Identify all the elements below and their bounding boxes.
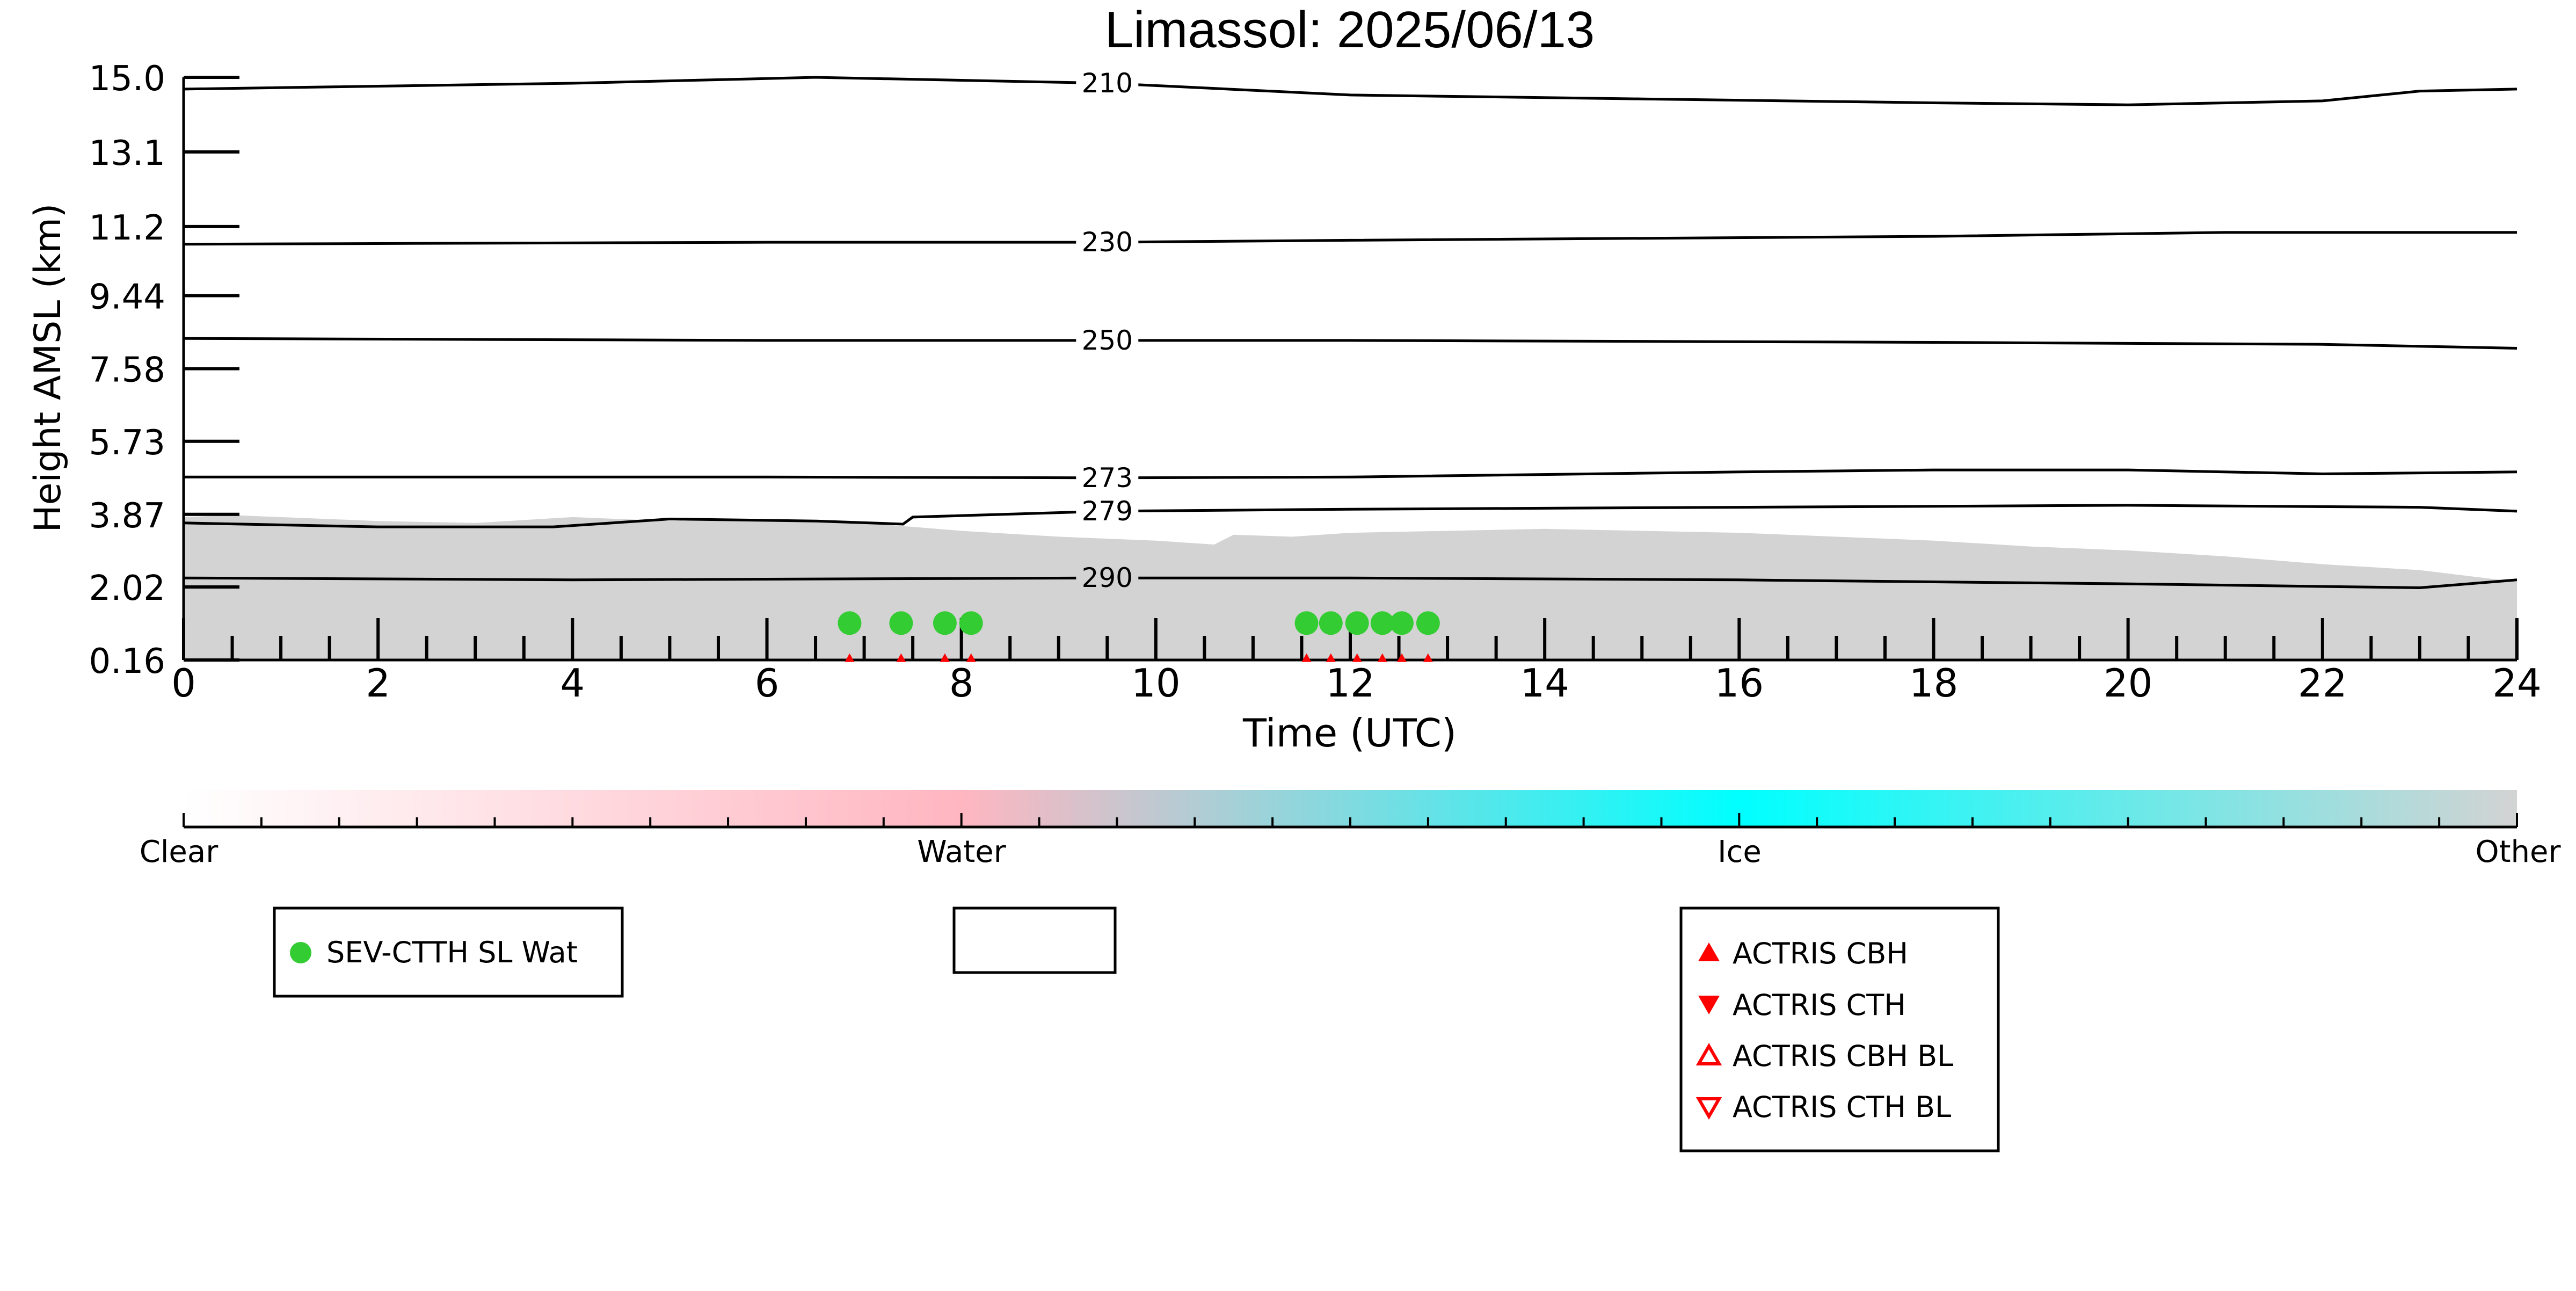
point-sev-ctth (1416, 611, 1440, 635)
isotherm-label-bg-279 (1076, 497, 1139, 525)
point-sev-ctth (1345, 611, 1369, 635)
legend-empty-frame (952, 906, 1117, 974)
x-tick-label: 0 (171, 661, 196, 706)
legend-label-actris-cbh-bl: ACTRIS CBH BL (1733, 1039, 1953, 1073)
legend-marker-actris-cbh-bl (1695, 1042, 1722, 1065)
legend-marker-actris-cth (1698, 996, 1720, 1014)
point-sev-ctth (1389, 611, 1414, 635)
point-sev-ctth (889, 611, 913, 635)
legend-sev-frame (273, 906, 624, 998)
point-sev-ctth (1319, 611, 1343, 635)
point-sev-ctth (1370, 611, 1394, 635)
point-sev-ctth (1294, 611, 1319, 635)
point-actris-cbh (1301, 653, 1312, 662)
chart-title: Limassol: 2025/06/13 (1105, 1, 1595, 59)
point-actris-cbh (1326, 653, 1336, 662)
point-sev-ctth (959, 611, 983, 635)
isotherm-line-250 (183, 337, 2517, 350)
point-sev-ctth (933, 611, 957, 635)
legend-marker-sev-ctth (290, 942, 311, 963)
legend-sev: SEV-CTTH SL Wat (273, 906, 624, 998)
isotherm-label-230: 230 (1082, 227, 1133, 258)
colorbar: Clear Water Ice Other (140, 790, 2561, 869)
legend-label-actris-cth-bl: ACTRIS CTH BL (1733, 1090, 1951, 1124)
legend-actris-frame (1679, 906, 2000, 1152)
y-tick-label: 9.44 (89, 278, 166, 317)
x-tick-label: 22 (2298, 661, 2347, 706)
isotherm-line-210 (183, 76, 2517, 106)
isotherm-line-290 (183, 576, 2517, 590)
legend-actris: ACTRIS CBH ACTRIS CTH ACTRIS CBH BL ACTR… (1679, 906, 2000, 1152)
x-tick-label: 14 (1520, 661, 1569, 706)
y-tick-label: 3.87 (89, 496, 166, 536)
y-tick-label: 0.16 (89, 642, 166, 681)
y-tick-label: 2.02 (89, 569, 166, 608)
point-actris-cbh (940, 653, 950, 662)
isotherm-line-230 (183, 231, 2517, 246)
isotherm-label-bg-250 (1076, 326, 1139, 354)
isotherm-label-bg-273 (1076, 463, 1139, 492)
x-tick-label: 12 (1326, 661, 1375, 706)
x-tick-label: 2 (366, 661, 390, 706)
point-actris-cbh (845, 653, 855, 662)
x-tick-label: 18 (1909, 661, 1959, 706)
isotherm-label-210: 210 (1082, 68, 1133, 99)
isotherm-label-279: 279 (1082, 496, 1133, 527)
isotherm-label-273: 273 (1082, 462, 1133, 494)
point-actris-cbh (1423, 653, 1433, 662)
legend-label-actris-cbh: ACTRIS CBH (1733, 937, 1908, 970)
legend-empty (952, 906, 1117, 974)
x-tick-label: 24 (2492, 661, 2542, 706)
y-tick-label: 5.73 (89, 423, 166, 463)
point-actris-cbh (896, 653, 906, 662)
isotherm-line-279 (183, 504, 2517, 528)
point-actris-cbh (1377, 653, 1387, 662)
x-tick-label: 20 (2104, 661, 2153, 706)
legend-marker-actris-cbh (1698, 942, 1720, 961)
legend-label-sev-ctth: SEV-CTTH SL Wat (326, 935, 578, 969)
isotherm-line-273 (184, 468, 2517, 480)
x-tick-label: 16 (1715, 661, 1764, 706)
x-axis-label: Time (UTC) (1242, 710, 1457, 756)
x-tick-label: 4 (560, 661, 585, 706)
y-axis-label: Height AMSL (km) (27, 204, 69, 533)
point-actris-cbh (966, 653, 976, 662)
y-tick-label: 11.2 (89, 208, 166, 248)
isotherm-label-290: 290 (1082, 562, 1133, 593)
x-tick-label: 8 (949, 661, 974, 706)
colorbar-label-ice: Ice (1718, 835, 1762, 869)
y-tick-label: 7.58 (89, 351, 166, 390)
point-actris-cbh (1352, 653, 1362, 662)
colorbar-label-clear: Clear (140, 835, 219, 869)
y-tick-label: 13.1 (89, 134, 166, 173)
point-actris-cbh (1396, 653, 1407, 662)
isotherm-label-250: 250 (1082, 325, 1133, 356)
colorbar-label-water: Water (917, 835, 1007, 869)
legend-marker-actris-cth-bl (1695, 1097, 1722, 1120)
isotherm-label-bg-210 (1076, 69, 1139, 97)
y-tick-label: 15.0 (89, 59, 166, 99)
point-sev-ctth (838, 611, 862, 635)
isotherm-label-bg-290 (1076, 564, 1139, 592)
legend-label-actris-cth: ACTRIS CTH (1733, 988, 1906, 1022)
isotherm-label-bg-230 (1076, 228, 1139, 257)
x-tick-label: 10 (1131, 661, 1181, 706)
colorbar-label-other: Other (2475, 835, 2561, 869)
x-tick-label: 6 (755, 661, 780, 706)
